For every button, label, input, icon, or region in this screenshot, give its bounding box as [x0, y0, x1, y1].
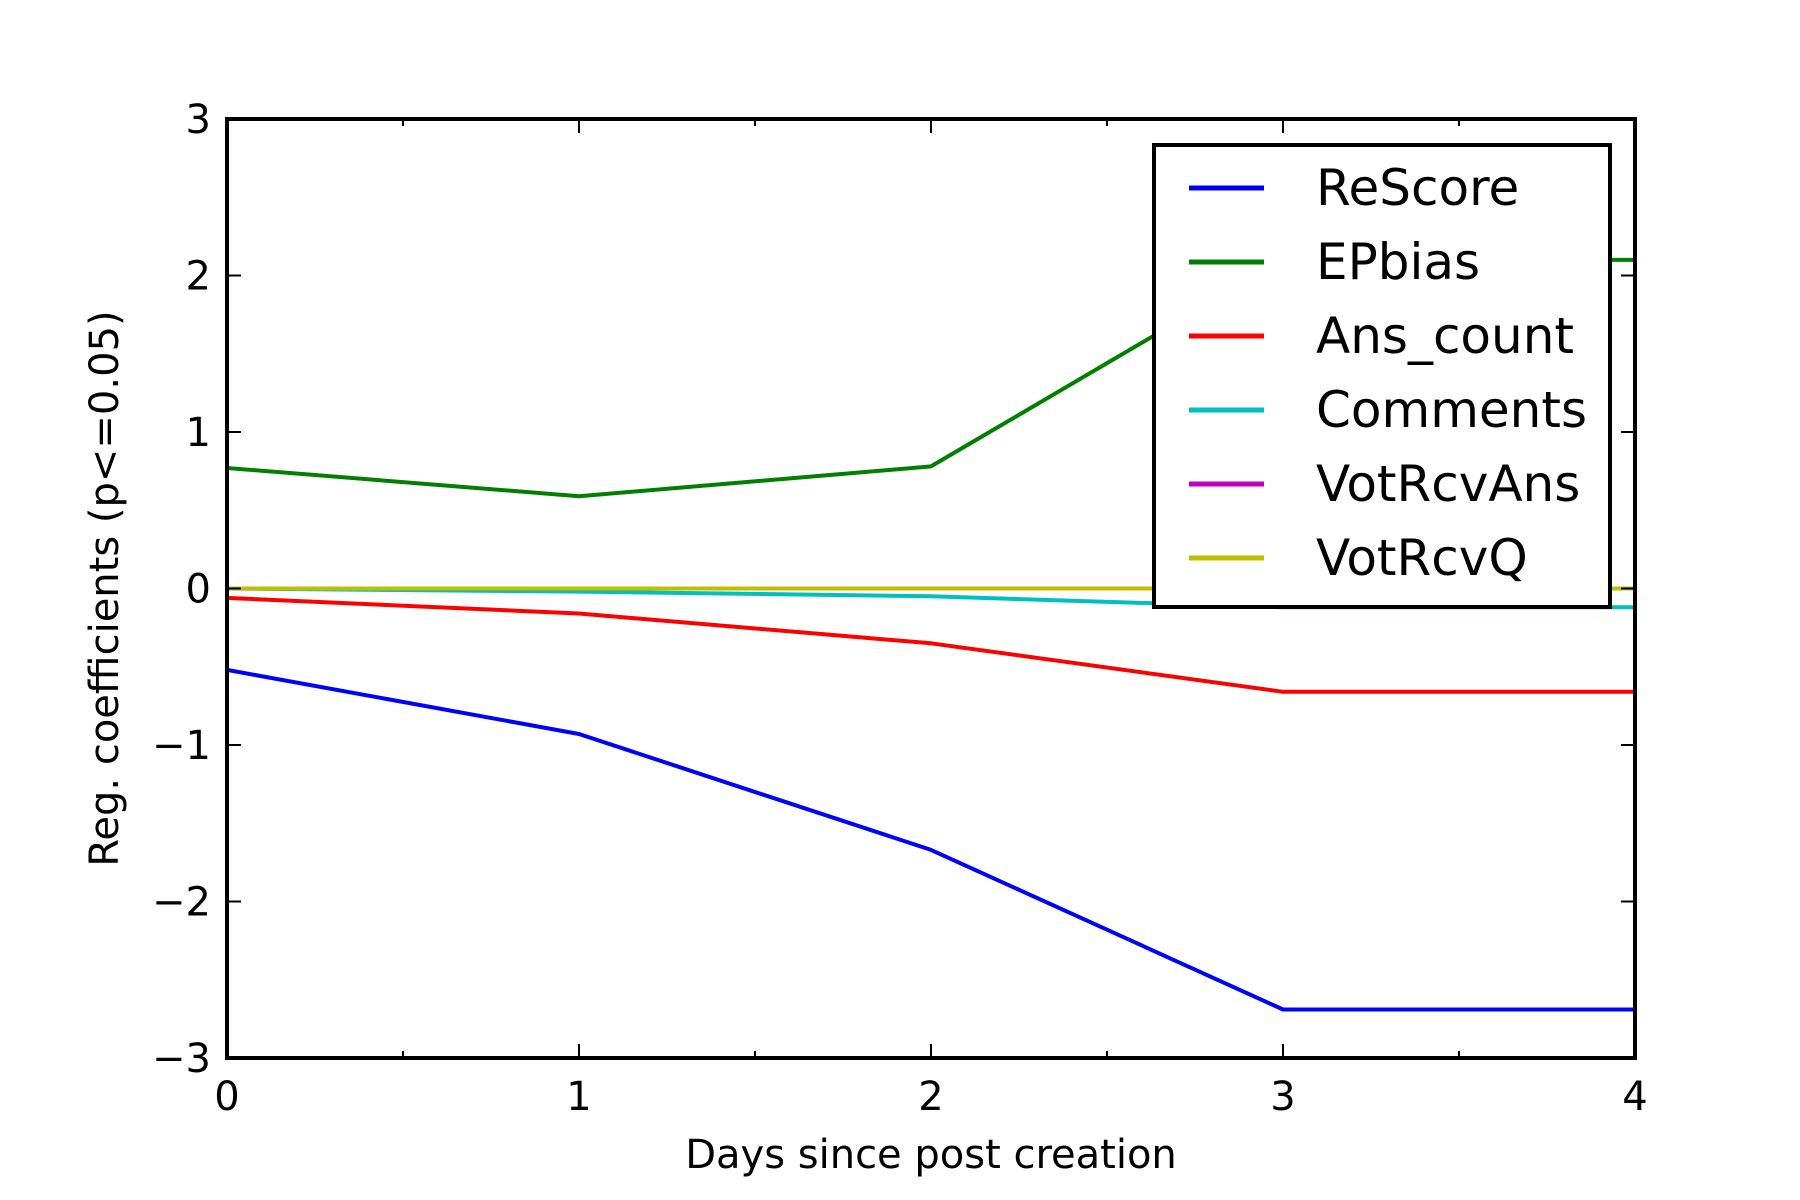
series-line-ans-count	[226, 595, 1635, 694]
y-tick-label: −3	[152, 1036, 211, 1082]
x-tick-label: 1	[566, 1074, 591, 1120]
legend-label-ans-count: Ans_count	[1316, 307, 1574, 365]
legend-label-votrcvq: VotRcvQ	[1316, 529, 1528, 587]
legend-label-comments: Comments	[1316, 381, 1587, 439]
y-tick-label: −1	[152, 723, 211, 769]
x-tick-label: 0	[214, 1074, 239, 1120]
y-tick-label: 2	[186, 254, 211, 300]
y-tick-label: 3	[186, 97, 211, 143]
tick-labels: 0 1 2 3 4 −3 −2 −1 0 1 2 3	[152, 97, 1648, 1120]
y-axis-title: Reg. coefficients (p<=0.05)	[82, 310, 128, 866]
legend-label-rescore: ReScore	[1316, 159, 1519, 217]
legend: ReScore EPbias Ans_count Comments VotRcvAns V…	[1152, 143, 1612, 609]
plot-frame	[225, 117, 1637, 1060]
legend-box	[1152, 143, 1612, 609]
plot-lines	[226, 257, 1635, 1012]
x-axis-title: Days since post creation	[685, 1132, 1177, 1178]
legend-label-votrcvans: VotRcvAns	[1316, 455, 1580, 513]
y-tick-label: 0	[186, 567, 211, 613]
x-tick-label: 4	[1622, 1074, 1647, 1120]
series-line-rescore	[226, 667, 1635, 1012]
y-tick-label: −2	[152, 880, 211, 926]
legend-label-epbias: EPbias	[1316, 233, 1480, 291]
x-tick-label: 2	[918, 1074, 943, 1120]
x-tick-label: 3	[1270, 1074, 1295, 1120]
y-tick-label: 1	[186, 410, 211, 456]
